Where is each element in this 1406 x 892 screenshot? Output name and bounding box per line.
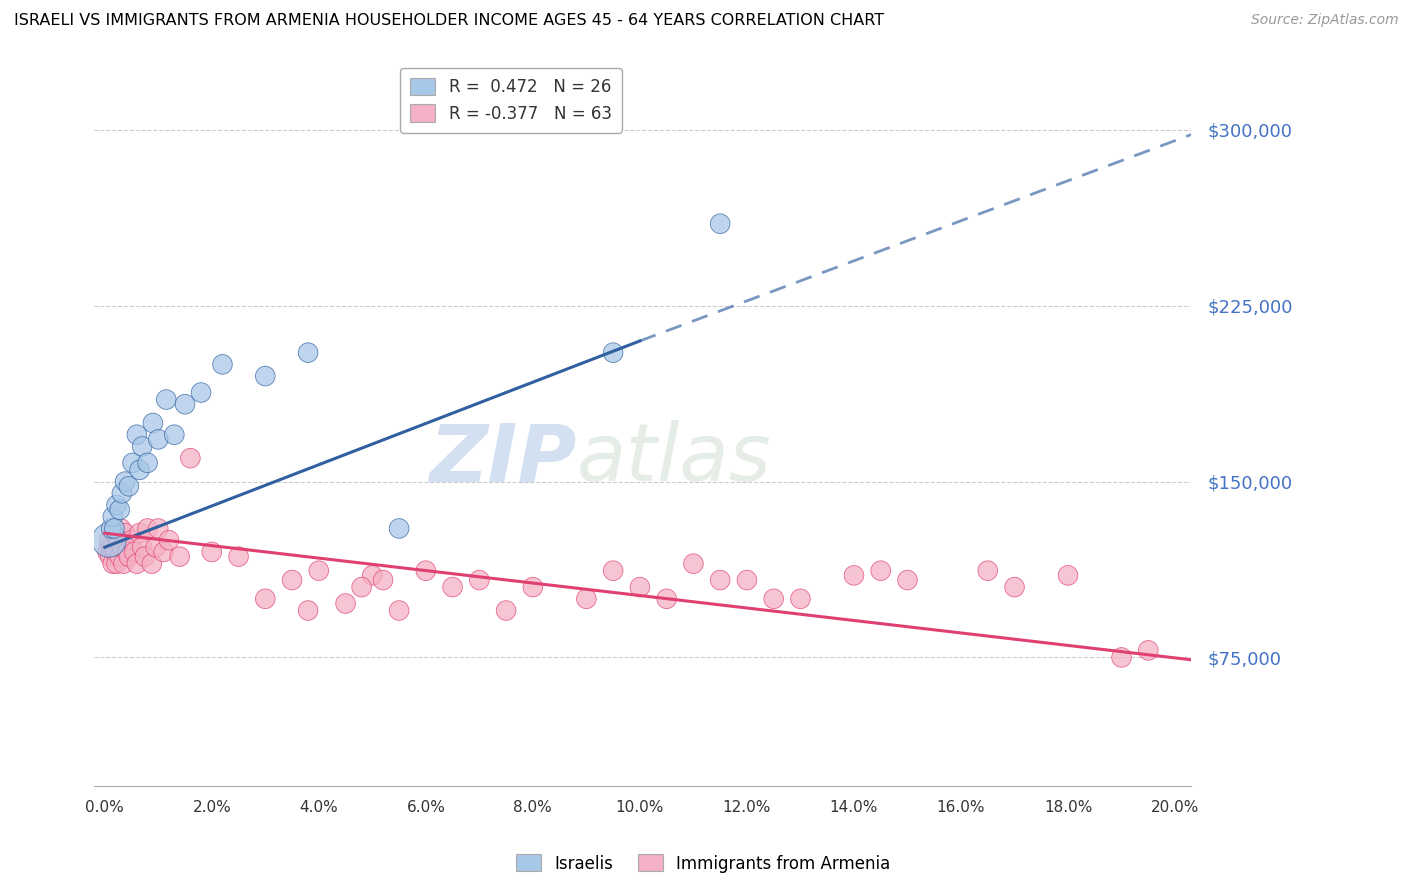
Point	[602, 564, 624, 578]
Point	[112, 557, 135, 571]
Point	[104, 545, 127, 559]
Point	[148, 521, 170, 535]
Point	[125, 557, 148, 571]
Point	[254, 591, 277, 606]
Point	[709, 573, 731, 587]
Point	[371, 573, 394, 587]
Point	[111, 540, 134, 554]
Point	[131, 540, 153, 554]
Point	[163, 427, 186, 442]
Point	[148, 433, 170, 447]
Point	[169, 549, 191, 564]
Point	[1057, 568, 1080, 582]
Point	[131, 439, 153, 453]
Point	[98, 549, 121, 564]
Legend: Israelis, Immigrants from Armenia: Israelis, Immigrants from Armenia	[509, 847, 897, 880]
Point	[111, 486, 134, 500]
Point	[1137, 643, 1160, 657]
Point	[335, 597, 357, 611]
Point	[179, 451, 201, 466]
Point	[388, 521, 411, 535]
Point	[789, 591, 811, 606]
Point	[125, 427, 148, 442]
Point	[105, 557, 128, 571]
Point	[136, 521, 159, 535]
Point	[115, 545, 138, 559]
Point	[128, 526, 150, 541]
Point	[415, 564, 437, 578]
Point	[152, 545, 174, 559]
Point	[118, 479, 141, 493]
Point	[118, 549, 141, 564]
Point	[128, 463, 150, 477]
Point	[522, 580, 544, 594]
Text: ISRAELI VS IMMIGRANTS FROM ARMENIA HOUSEHOLDER INCOME AGES 45 - 64 YEARS CORRELA: ISRAELI VS IMMIGRANTS FROM ARMENIA HOUSE…	[14, 13, 884, 29]
Point	[682, 557, 704, 571]
Point	[211, 357, 233, 371]
Point	[1111, 650, 1133, 665]
Point	[297, 603, 319, 617]
Point	[602, 345, 624, 359]
Point	[155, 392, 177, 407]
Point	[1004, 580, 1026, 594]
Point	[709, 217, 731, 231]
Point	[628, 580, 651, 594]
Point	[136, 456, 159, 470]
Point	[100, 540, 122, 554]
Point	[122, 545, 145, 559]
Point	[842, 568, 865, 582]
Point	[308, 564, 330, 578]
Point	[114, 526, 136, 541]
Point	[575, 591, 598, 606]
Point	[134, 549, 156, 564]
Point	[98, 533, 121, 548]
Point	[141, 557, 163, 571]
Text: atlas: atlas	[576, 420, 772, 499]
Point	[361, 568, 384, 582]
Point	[114, 475, 136, 489]
Point	[105, 498, 128, 512]
Legend: R =  0.472   N = 26, R = -0.377   N = 63: R = 0.472 N = 26, R = -0.377 N = 63	[401, 68, 621, 133]
Point	[281, 573, 304, 587]
Point	[174, 397, 197, 411]
Point	[190, 385, 212, 400]
Point	[896, 573, 918, 587]
Point	[101, 557, 124, 571]
Point	[655, 591, 678, 606]
Point	[145, 540, 167, 554]
Point	[388, 603, 411, 617]
Point	[110, 521, 132, 535]
Point	[103, 521, 125, 535]
Point	[103, 526, 125, 541]
Point	[441, 580, 464, 594]
Point	[157, 533, 180, 548]
Text: ZIP: ZIP	[429, 420, 576, 499]
Point	[96, 545, 118, 559]
Point	[977, 564, 1000, 578]
Point	[121, 456, 143, 470]
Point	[495, 603, 517, 617]
Point	[869, 564, 891, 578]
Point	[108, 549, 131, 564]
Point	[121, 533, 143, 548]
Point	[142, 416, 165, 430]
Point	[98, 533, 121, 548]
Point	[350, 580, 373, 594]
Point	[762, 591, 785, 606]
Point	[297, 345, 319, 359]
Point	[100, 521, 122, 535]
Point	[107, 533, 129, 548]
Point	[468, 573, 491, 587]
Point	[228, 549, 250, 564]
Point	[101, 509, 124, 524]
Point	[254, 369, 277, 384]
Point	[108, 502, 131, 516]
Point	[735, 573, 758, 587]
Text: Source: ZipAtlas.com: Source: ZipAtlas.com	[1251, 13, 1399, 28]
Point	[201, 545, 224, 559]
